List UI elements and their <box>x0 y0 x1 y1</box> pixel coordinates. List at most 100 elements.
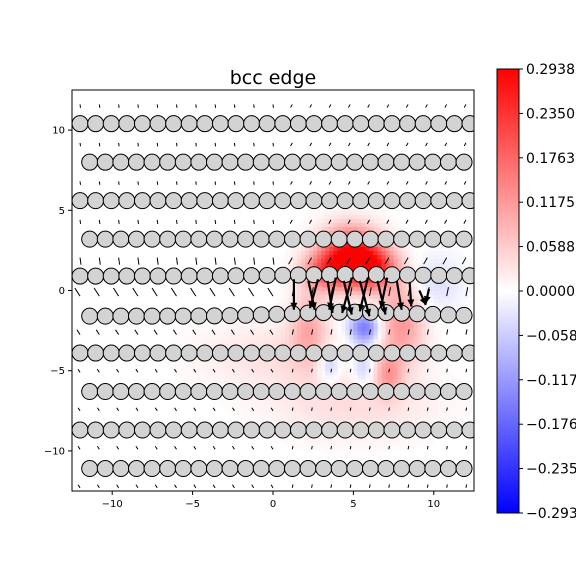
atom <box>268 305 286 323</box>
displacement-arrow <box>193 368 197 373</box>
displacement-arrow <box>135 407 139 412</box>
field-cell <box>365 322 371 328</box>
field-cell <box>369 370 375 376</box>
colorbar-tick-label: 0.0588 <box>526 240 575 256</box>
field-cell <box>164 362 170 368</box>
field-cell <box>168 338 174 344</box>
field-cell <box>264 378 270 384</box>
field-cell <box>361 362 367 368</box>
field-cell <box>301 286 306 292</box>
field-cell <box>361 370 367 376</box>
field-cell <box>232 410 238 416</box>
field-cell <box>305 342 310 348</box>
field-cell <box>321 294 326 300</box>
displacement-arrow <box>154 484 158 489</box>
field-cell <box>373 286 379 292</box>
field-cell <box>417 286 423 292</box>
field-cell <box>381 422 387 428</box>
field-cell <box>409 378 415 384</box>
field-cell <box>321 298 326 304</box>
atom <box>455 306 473 324</box>
field-cell <box>433 250 439 256</box>
field-cell <box>248 374 254 380</box>
field-cell <box>401 246 407 252</box>
field-cell <box>236 378 242 384</box>
field-cell <box>204 382 210 388</box>
field-cell <box>465 290 471 296</box>
field-cell <box>216 334 222 340</box>
field-cell <box>393 366 399 372</box>
field-cell <box>297 366 302 372</box>
atom <box>237 460 255 478</box>
field-cell <box>277 366 282 372</box>
atom <box>408 305 426 323</box>
field-cell <box>232 326 238 332</box>
field-cell <box>301 362 306 368</box>
field-cell <box>293 438 298 444</box>
field-cell <box>397 326 403 332</box>
displacement-arrow <box>116 445 120 450</box>
field-cell <box>353 254 359 260</box>
field-cell <box>389 226 395 231</box>
field-cell <box>236 370 242 376</box>
field-cell <box>200 334 206 340</box>
atom <box>205 153 223 171</box>
field-cell <box>212 378 218 384</box>
atom <box>299 460 317 478</box>
field-cell <box>413 330 419 336</box>
field-cell <box>337 258 342 264</box>
field-cell <box>361 322 367 328</box>
field-cell <box>260 418 266 424</box>
field-cell <box>321 278 326 284</box>
field-cell <box>445 302 451 308</box>
field-cell <box>285 282 290 288</box>
atom <box>399 421 417 439</box>
field-cell <box>317 282 322 288</box>
field-cell <box>365 342 371 348</box>
atom <box>159 307 177 325</box>
field-cell <box>445 298 451 304</box>
field-cell <box>393 374 399 380</box>
field-cell <box>301 406 306 412</box>
displacement-arrow <box>346 257 351 265</box>
field-cell <box>244 358 250 364</box>
field-cell <box>405 250 411 256</box>
field-cell <box>345 262 350 268</box>
field-cell <box>317 402 322 408</box>
field-cell <box>208 362 214 368</box>
atom <box>252 230 270 248</box>
field-cell <box>281 406 286 412</box>
field-cell <box>325 302 330 308</box>
field-cell <box>273 338 278 344</box>
displacement-arrow <box>174 445 177 450</box>
atom <box>461 344 474 362</box>
field-cell <box>413 378 419 384</box>
atom <box>439 230 457 248</box>
displacement-arrow <box>349 484 352 488</box>
field-cell <box>361 374 367 380</box>
field-cell <box>417 326 423 332</box>
field-cell <box>317 322 322 328</box>
field-cell <box>341 254 346 260</box>
field-cell <box>325 254 330 260</box>
colorbar-tick-label: −0.0588 <box>526 328 576 344</box>
field-cell <box>337 262 342 268</box>
field-cell <box>389 322 395 328</box>
field-cell <box>289 246 294 252</box>
field-cell <box>341 290 346 296</box>
field-cell <box>180 334 186 340</box>
field-cell <box>208 330 214 336</box>
displacement-arrow <box>288 257 293 265</box>
field-cell <box>433 302 439 308</box>
atom <box>461 421 474 439</box>
field-cell <box>289 322 294 328</box>
atom <box>299 383 317 401</box>
field-cell <box>413 402 419 408</box>
field-cell <box>260 398 266 404</box>
field-cell <box>365 418 371 424</box>
field-cell <box>373 282 379 288</box>
field-cell <box>429 246 435 252</box>
field-cell <box>341 218 346 223</box>
field-cell <box>281 294 286 300</box>
field-cell <box>329 370 334 376</box>
